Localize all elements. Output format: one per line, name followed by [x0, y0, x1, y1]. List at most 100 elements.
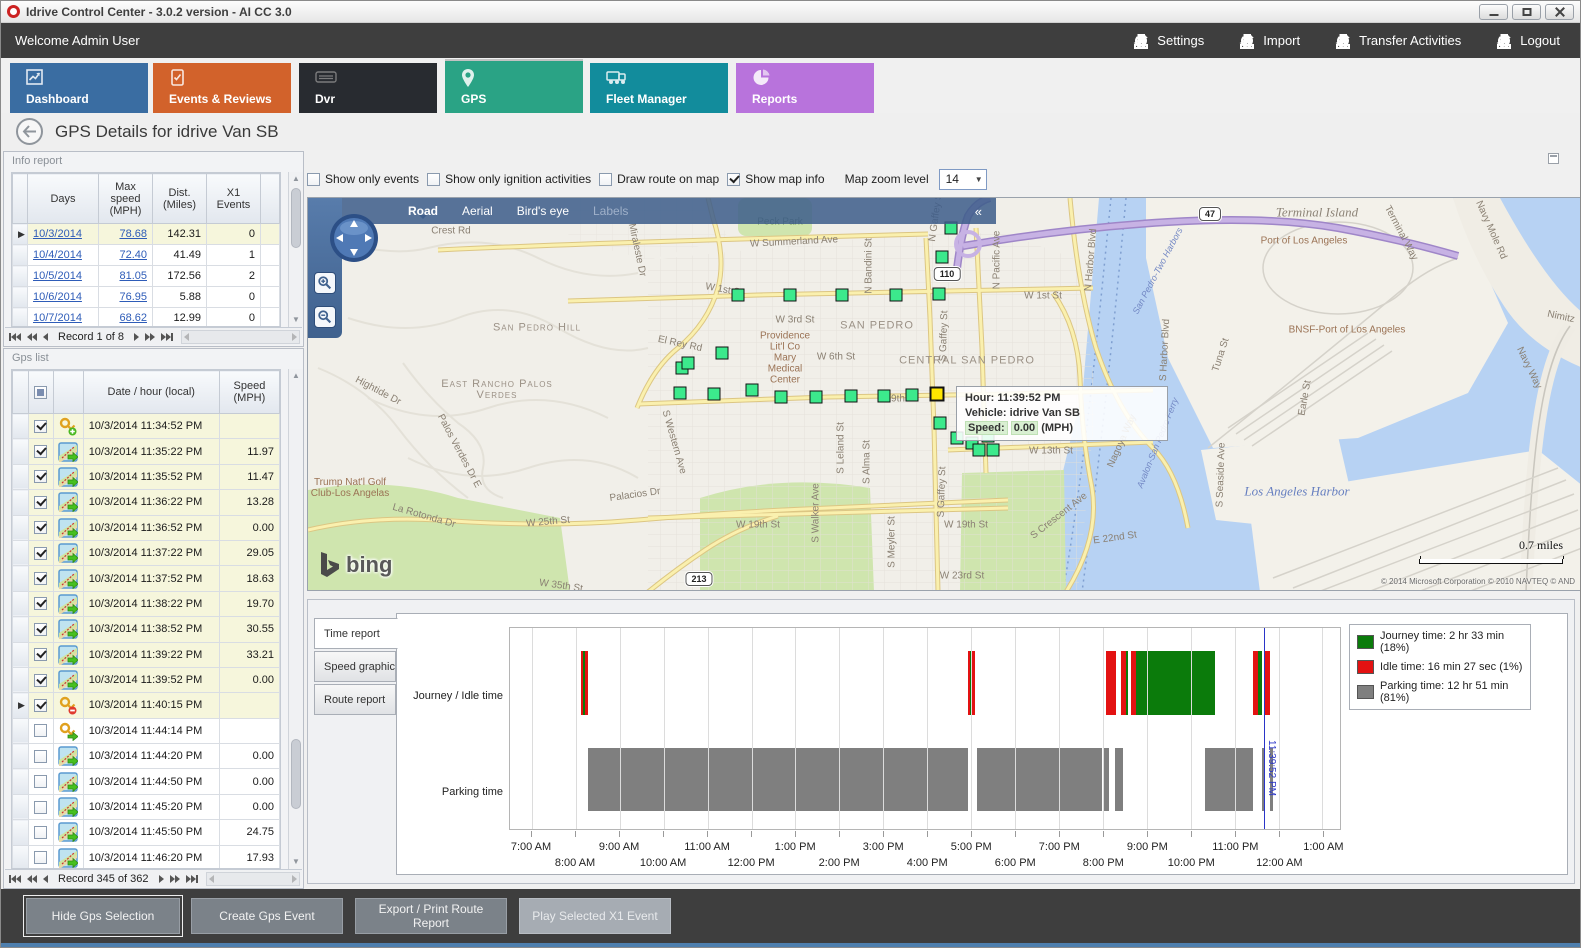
menu-action[interactable]: Transfer Activities	[1334, 33, 1461, 49]
gps-row-checkbox[interactable]	[34, 572, 48, 586]
report-tab[interactable]: Speed graphic	[314, 651, 396, 682]
gps-point-marker[interactable]	[809, 390, 823, 404]
gps-point-marker[interactable]	[715, 346, 729, 360]
info-table-row[interactable]: ▶ 10/3/2014 78.68 142.31 0	[12, 223, 280, 245]
gps-point-marker[interactable]	[774, 390, 788, 404]
module-tab[interactable]: Fleet Manager	[590, 63, 728, 113]
gps-row-checkbox[interactable]	[34, 800, 48, 814]
gps-row-checkbox[interactable]	[34, 546, 48, 560]
info-report-scrollbar[interactable]: ▲ ▼	[288, 172, 303, 327]
minimize-button[interactable]	[1479, 3, 1508, 20]
module-tab[interactable]: Dvr	[299, 63, 437, 113]
back-button[interactable]	[16, 118, 43, 145]
info-col-days[interactable]: Days	[27, 173, 99, 224]
gps-row-checkbox[interactable]	[34, 698, 48, 712]
module-tab[interactable]: Reports	[736, 63, 874, 113]
prev-record-button[interactable]	[43, 332, 48, 341]
max-speed-link[interactable]: 68.62	[119, 312, 147, 324]
gps-row-checkbox[interactable]	[34, 749, 48, 763]
date-column-header[interactable]: Date / hour (local)	[82, 370, 220, 414]
gps-row-checkbox[interactable]	[34, 622, 48, 636]
gps-list-row[interactable]: ▶ 10/3/2014 11:44:20 PM	[12, 743, 280, 770]
info-col-x1events[interactable]: X1 Events	[206, 173, 261, 224]
gps-point-marker[interactable]	[783, 288, 797, 302]
gps-row-checkbox[interactable]	[34, 495, 48, 509]
prev-page-button[interactable]	[27, 332, 37, 341]
gps-list-row[interactable]: ▶ 10/3/2014 11:38:52 PM	[12, 616, 280, 643]
map-option-checkbox[interactable]: Show only ignition activities	[427, 172, 591, 186]
gps-row-checkbox[interactable]	[34, 470, 48, 484]
gps-row-checkbox[interactable]	[34, 648, 48, 662]
gps-list-row[interactable]: ▶ 10/3/2014 11:37:22 PM	[12, 539, 280, 567]
map-view-tab[interactable]: Bird's eye	[516, 204, 569, 218]
gps-point-marker[interactable]	[905, 388, 919, 402]
gps-list-hscrollbar[interactable]	[205, 871, 300, 886]
checkbox-box[interactable]	[427, 172, 441, 186]
info-table-row[interactable]: ▶ 10/5/2014 81.05 172.56 2	[12, 265, 280, 287]
max-speed-link[interactable]: 76.95	[119, 291, 147, 303]
gps-row-checkbox[interactable]	[34, 419, 48, 433]
day-link[interactable]: 10/7/2014	[33, 312, 82, 324]
gps-point-marker[interactable]	[877, 389, 891, 403]
map-view-tab[interactable]: Aerial	[462, 204, 493, 218]
map-option-checkbox[interactable]: Draw route on map	[599, 172, 719, 186]
gps-list-row[interactable]: ▶ 10/3/2014 11:44:50 PM	[12, 768, 280, 795]
info-table-row[interactable]: ▶ 10/4/2014 72.40 41.49 1	[12, 244, 280, 266]
next-page-button[interactable]	[145, 332, 156, 341]
gps-list-row[interactable]: ▶ 10/3/2014 11:39:52 PM	[12, 666, 280, 694]
gps-list-scrollbar[interactable]: ▲ ▼	[288, 369, 303, 869]
collapse-map-bar-icon[interactable]: «	[974, 203, 982, 219]
info-col-dist[interactable]: Dist. (Miles)	[152, 173, 207, 224]
checkbox-box[interactable]	[727, 172, 741, 186]
menu-action[interactable]: Logout	[1495, 33, 1560, 49]
gps-list-row[interactable]: ▶ 10/3/2014 11:36:52 PM	[12, 514, 280, 541]
gps-list-row[interactable]: ▶ 10/3/2014 11:40:15 PM	[12, 692, 280, 719]
gps-list-row[interactable]: ▶ 10/3/2014 11:35:22 PM	[12, 438, 280, 465]
checkbox-box[interactable]	[599, 172, 613, 186]
gps-list-row[interactable]: ▶ 10/3/2014 11:45:20 PM	[12, 793, 280, 821]
prev-record-button[interactable]	[43, 874, 48, 883]
zoom-in-button[interactable]	[314, 272, 336, 294]
select-all-checkbox[interactable]	[34, 385, 48, 399]
module-tab[interactable]: Dashboard	[10, 63, 148, 113]
day-link[interactable]: 10/4/2014	[33, 249, 82, 261]
maximize-button[interactable]	[1512, 3, 1541, 20]
info-col-maxspeed[interactable]: Max speed (MPH)	[98, 173, 153, 224]
checkbox-box[interactable]	[307, 172, 320, 186]
info-report-hscrollbar[interactable]	[181, 329, 300, 344]
gps-list-row[interactable]: ▶ 10/3/2014 11:34:52 PM	[12, 412, 280, 440]
info-table-row[interactable]: ▶ 10/7/2014 68.62 12.99 0	[12, 307, 280, 326]
gps-list-row[interactable]: ▶ 10/3/2014 11:38:22 PM	[12, 590, 280, 618]
gps-row-checkbox[interactable]	[34, 521, 48, 535]
footer-button[interactable]: Play Selected X1 Event	[519, 898, 671, 934]
map-option-checkbox[interactable]: Show only events	[307, 172, 419, 186]
last-record-button[interactable]	[161, 332, 174, 341]
gps-list-row[interactable]: ▶ 10/3/2014 11:37:52 PM	[12, 565, 280, 592]
next-record-button[interactable]	[134, 332, 140, 341]
gps-list-row[interactable]: ▶ 10/3/2014 11:35:52 PM	[12, 463, 280, 491]
gps-list-row[interactable]: ▶ 10/3/2014 11:46:20 PM	[12, 844, 280, 868]
map-view-tab[interactable]: Road	[396, 204, 450, 218]
gps-row-checkbox[interactable]	[34, 825, 48, 839]
gps-list-row[interactable]: ▶ 10/3/2014 11:44:14 PM	[12, 717, 280, 745]
gps-row-checkbox[interactable]	[34, 445, 48, 459]
max-speed-link[interactable]: 81.05	[119, 270, 147, 282]
select-all-header[interactable]	[27, 370, 55, 414]
gps-point-marker[interactable]	[835, 288, 849, 302]
close-button[interactable]	[1545, 3, 1574, 20]
gps-point-marker[interactable]	[673, 386, 687, 400]
last-record-button[interactable]	[185, 874, 198, 883]
day-link[interactable]: 10/6/2014	[33, 291, 82, 303]
day-link[interactable]: 10/5/2014	[33, 270, 82, 282]
gps-list-row[interactable]: ▶ 10/3/2014 11:39:22 PM	[12, 641, 280, 668]
gps-point-marker[interactable]	[986, 443, 1000, 457]
max-speed-link[interactable]: 78.68	[119, 228, 147, 240]
map-pan-compass[interactable]	[328, 212, 380, 269]
map-view-tab[interactable]: Labels	[593, 204, 629, 218]
max-speed-link[interactable]: 72.40	[119, 249, 147, 261]
info-table-row[interactable]: ▶ 10/6/2014 76.95 5.88 0	[12, 286, 280, 308]
gps-point-marker[interactable]	[935, 250, 949, 264]
gps-point-marker[interactable]	[731, 288, 745, 302]
first-record-button[interactable]	[9, 874, 21, 883]
day-link[interactable]: 10/3/2014	[33, 228, 82, 240]
